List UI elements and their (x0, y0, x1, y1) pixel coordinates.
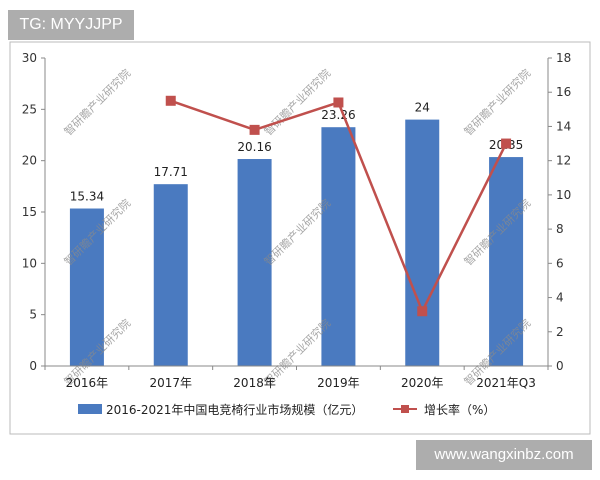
bar-data-label: 17.71 (154, 165, 188, 179)
bar-series (69, 119, 524, 367)
bar-data-label: 23.26 (321, 108, 355, 122)
y2-tick-label: 8 (556, 222, 564, 236)
x-tick-label: 2020年 (401, 376, 444, 390)
growth-point (333, 97, 344, 108)
growth-point (417, 306, 428, 317)
growth-point (501, 138, 512, 149)
y2-tick-label: 10 (556, 188, 571, 202)
x-tick-label: 2017年 (149, 376, 192, 390)
y-tick-label: 30 (22, 51, 37, 65)
bar-data-label: 15.34 (70, 190, 104, 204)
y2-tick-label: 2 (556, 325, 564, 339)
y-tick-label: 10 (22, 256, 37, 270)
y2-tick-label: 4 (556, 291, 564, 305)
site-badge: www.wangxinbz.com (416, 440, 592, 470)
x-axis-ticks: 2016年 2017年 2018年 2019年 2020年 2021年Q3 (44, 366, 549, 390)
legend-label-bar: 2016-2021年中国电竞椅行业市场规模（亿元） (106, 402, 363, 417)
y-tick-label: 20 (22, 154, 37, 168)
bar (153, 184, 188, 366)
x-tick-label: 2018年 (233, 376, 276, 390)
growth-point (249, 124, 260, 135)
y-tick-label: 15 (22, 205, 37, 219)
legend-swatch-line-marker (401, 405, 409, 413)
y2-tick-label: 0 (556, 359, 564, 373)
bar (69, 208, 104, 366)
chart-frame (9, 41, 591, 435)
y2-tick-label: 14 (556, 119, 571, 133)
bar-data-label: 20.16 (237, 140, 271, 154)
y-axis-right-ticks: 0 2 4 6 8 10 12 14 16 18 (548, 51, 571, 373)
legend-label-line: 增长率（%） (424, 402, 495, 417)
y2-tick-label: 16 (556, 85, 571, 99)
y2-tick-label: 12 (556, 154, 571, 168)
legend-swatch-bar (78, 404, 102, 414)
watermark-text: 智研瞻产业研究院 (61, 66, 133, 138)
bar-data-label: 24 (415, 101, 430, 115)
y2-tick-label: 18 (556, 51, 571, 65)
y-axis-left-ticks: 0 5 10 15 20 25 30 (22, 51, 45, 373)
bar (237, 159, 272, 366)
y-tick-label: 5 (29, 308, 37, 322)
bar (405, 119, 440, 366)
y2-tick-label: 6 (556, 256, 564, 270)
growth-line-series (165, 95, 512, 317)
legend: 2016-2021年中国电竞椅行业市场规模（亿元） 增长率（%） (78, 402, 495, 417)
tg-badge: TG: MYYJJPP (8, 10, 134, 40)
x-tick-label: 2016年 (66, 376, 109, 390)
y-tick-label: 25 (22, 102, 37, 116)
watermark-text: 智研瞻产业研究院 (461, 66, 533, 138)
x-tick-label: 2019年 (317, 376, 360, 390)
y-tick-label: 0 (29, 359, 37, 373)
bar (489, 157, 524, 366)
growth-point (165, 95, 176, 106)
x-tick-label: 2021年Q3 (476, 376, 536, 390)
bar (321, 127, 356, 367)
